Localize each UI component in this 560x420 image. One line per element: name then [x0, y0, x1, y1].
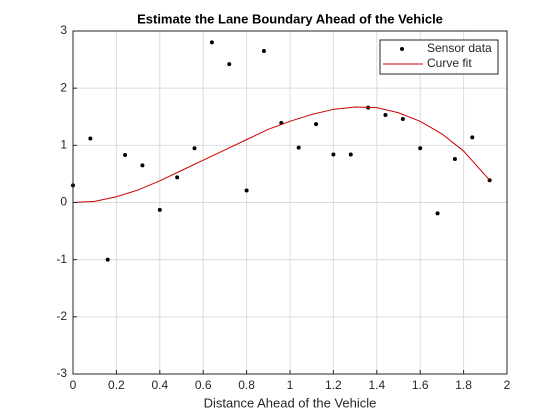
legend-marker	[400, 47, 404, 51]
y-tick-label: 1	[60, 138, 67, 152]
data-point	[383, 113, 388, 118]
ticks: 0 0.2 0.4 0.6 0.8 1 1.2 1.4 1.6 1.8 2 -3 -2 -1 0 1 2 3	[56, 23, 510, 392]
data-point	[192, 146, 197, 151]
data-point	[331, 152, 336, 157]
y-tick-label: -2	[56, 309, 67, 323]
x-tick-label: 1	[287, 378, 294, 392]
legend-box	[379, 39, 499, 75]
data-point	[157, 207, 162, 212]
x-tick-label: 0.8	[238, 378, 255, 392]
x-tick-label: 0.6	[195, 378, 212, 392]
x-tick-label: 0	[70, 378, 77, 392]
data-point	[88, 136, 93, 141]
data-point	[296, 145, 301, 150]
x-axis-label: Distance Ahead of the Vehicle	[204, 395, 377, 410]
data-point	[123, 153, 128, 158]
x-tick-label: 0.2	[108, 378, 125, 392]
x-tick-label: 2	[504, 378, 511, 392]
x-tick-label: 1.4	[368, 378, 385, 392]
data-point	[261, 49, 266, 54]
legend-label: Curve fit	[427, 56, 472, 70]
data-point	[209, 40, 214, 45]
data-point	[105, 257, 110, 262]
fit-line	[72, 106, 491, 203]
data-point	[348, 152, 353, 157]
y-tick-label: -3	[56, 366, 67, 380]
data-point	[470, 135, 475, 140]
data-point	[314, 122, 319, 127]
data-point	[418, 146, 423, 151]
data-point	[244, 188, 249, 193]
x-tick-label: 0.4	[151, 378, 168, 392]
y-tick-label: 3	[60, 23, 67, 37]
data-point	[435, 211, 440, 216]
legend-label: Sensor data	[427, 41, 492, 55]
data-point	[140, 163, 145, 168]
x-tick-label: 1.2	[325, 378, 342, 392]
y-tick-label: 2	[60, 80, 67, 94]
plot-marks	[71, 40, 492, 262]
y-tick-label: -1	[56, 252, 67, 266]
data-point	[452, 157, 457, 162]
chart-title: Estimate the Lane Boundary Ahead of the …	[137, 11, 443, 26]
data-point	[400, 117, 405, 122]
data-point	[227, 62, 232, 67]
x-tick-label: 1.8	[455, 378, 472, 392]
x-tick-label: 1.6	[412, 378, 429, 392]
y-tick-label: 0	[60, 195, 67, 209]
data-point	[175, 175, 180, 180]
